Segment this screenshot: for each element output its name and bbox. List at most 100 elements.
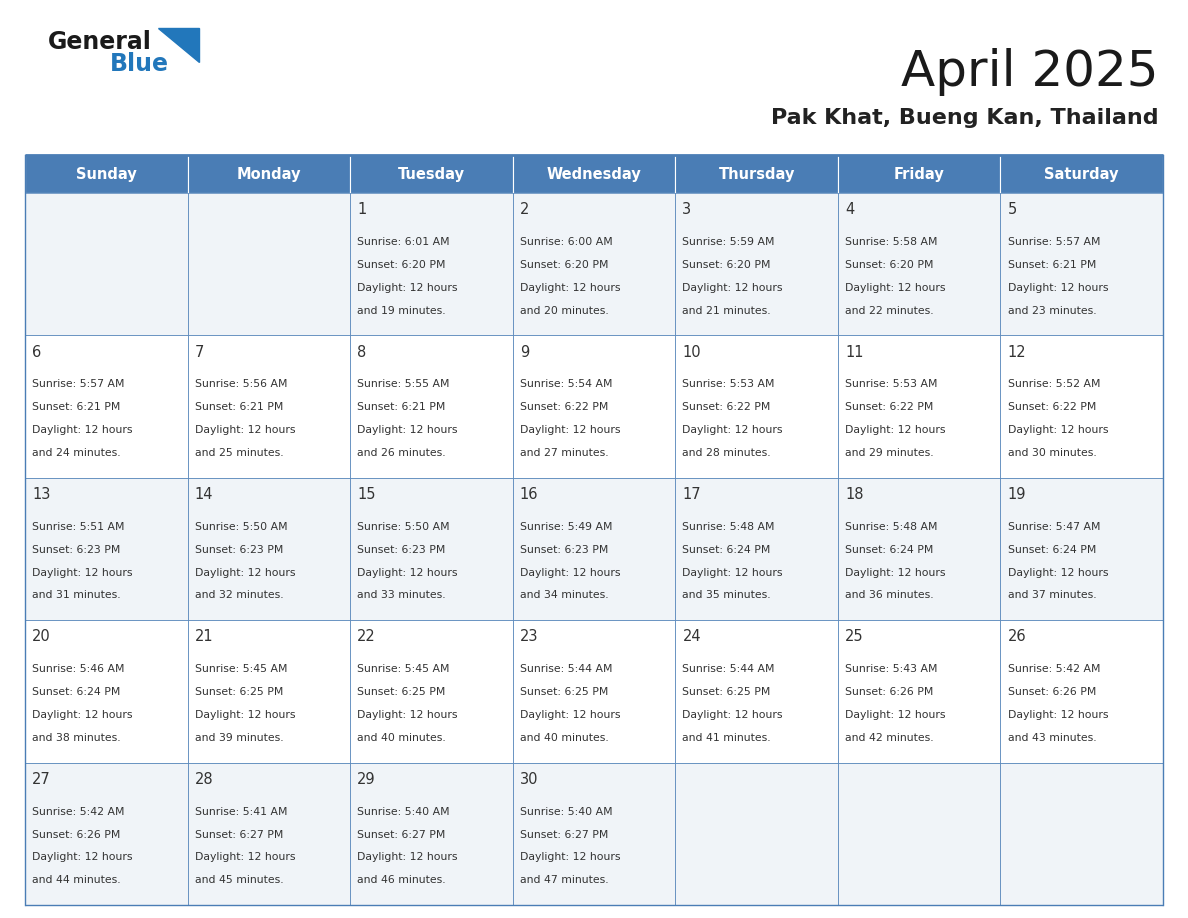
Text: Sunrise: 5:43 AM: Sunrise: 5:43 AM [845, 665, 937, 674]
Text: and 46 minutes.: and 46 minutes. [358, 875, 446, 885]
Text: Sunrise: 5:41 AM: Sunrise: 5:41 AM [195, 807, 287, 817]
Text: 25: 25 [845, 630, 864, 644]
Text: Daylight: 12 hours: Daylight: 12 hours [1007, 425, 1108, 435]
Text: and 30 minutes.: and 30 minutes. [1007, 448, 1097, 458]
Text: 2: 2 [520, 202, 529, 218]
Text: Sunset: 6:22 PM: Sunset: 6:22 PM [1007, 402, 1097, 412]
Text: and 39 minutes.: and 39 minutes. [195, 733, 283, 743]
Text: Sunset: 6:27 PM: Sunset: 6:27 PM [520, 830, 608, 840]
Text: Daylight: 12 hours: Daylight: 12 hours [682, 567, 783, 577]
Text: 8: 8 [358, 344, 367, 360]
Text: 9: 9 [520, 344, 529, 360]
Text: Sunset: 6:25 PM: Sunset: 6:25 PM [358, 688, 446, 697]
Text: Daylight: 12 hours: Daylight: 12 hours [682, 283, 783, 293]
Text: Sunrise: 5:54 AM: Sunrise: 5:54 AM [520, 379, 612, 389]
Text: and 38 minutes.: and 38 minutes. [32, 733, 121, 743]
Text: Daylight: 12 hours: Daylight: 12 hours [1007, 710, 1108, 720]
Text: Sunrise: 5:42 AM: Sunrise: 5:42 AM [32, 807, 125, 817]
Text: Sunrise: 5:45 AM: Sunrise: 5:45 AM [195, 665, 287, 674]
Text: and 24 minutes.: and 24 minutes. [32, 448, 121, 458]
Text: Sunrise: 5:55 AM: Sunrise: 5:55 AM [358, 379, 450, 389]
Text: and 23 minutes.: and 23 minutes. [1007, 306, 1097, 316]
Text: Daylight: 12 hours: Daylight: 12 hours [358, 710, 457, 720]
Text: Sunset: 6:26 PM: Sunset: 6:26 PM [845, 688, 934, 697]
Text: and 25 minutes.: and 25 minutes. [195, 448, 283, 458]
Text: Sunset: 6:24 PM: Sunset: 6:24 PM [682, 544, 771, 554]
Text: 11: 11 [845, 344, 864, 360]
Text: Sunrise: 5:48 AM: Sunrise: 5:48 AM [845, 521, 937, 532]
Text: and 22 minutes.: and 22 minutes. [845, 306, 934, 316]
Text: Daylight: 12 hours: Daylight: 12 hours [358, 283, 457, 293]
Text: April 2025: April 2025 [901, 48, 1158, 96]
Text: and 41 minutes.: and 41 minutes. [682, 733, 771, 743]
Text: and 20 minutes.: and 20 minutes. [520, 306, 608, 316]
Text: Sunrise: 5:57 AM: Sunrise: 5:57 AM [1007, 237, 1100, 247]
Text: and 26 minutes.: and 26 minutes. [358, 448, 446, 458]
Text: and 43 minutes.: and 43 minutes. [1007, 733, 1097, 743]
Text: and 35 minutes.: and 35 minutes. [682, 590, 771, 600]
Text: Sunset: 6:22 PM: Sunset: 6:22 PM [520, 402, 608, 412]
Text: Sunrise: 5:57 AM: Sunrise: 5:57 AM [32, 379, 125, 389]
Text: and 40 minutes.: and 40 minutes. [358, 733, 446, 743]
Text: and 42 minutes.: and 42 minutes. [845, 733, 934, 743]
Text: Blue: Blue [110, 51, 169, 76]
Text: Saturday: Saturday [1044, 166, 1119, 182]
Text: Sunset: 6:25 PM: Sunset: 6:25 PM [682, 688, 771, 697]
Text: Sunset: 6:23 PM: Sunset: 6:23 PM [195, 544, 283, 554]
Text: Sunrise: 5:52 AM: Sunrise: 5:52 AM [1007, 379, 1100, 389]
Text: Daylight: 12 hours: Daylight: 12 hours [845, 283, 946, 293]
Text: Daylight: 12 hours: Daylight: 12 hours [520, 853, 620, 862]
Text: Tuesday: Tuesday [398, 166, 465, 182]
Text: Sunset: 6:21 PM: Sunset: 6:21 PM [1007, 260, 1097, 270]
Text: Daylight: 12 hours: Daylight: 12 hours [195, 425, 295, 435]
Text: Sunrise: 5:44 AM: Sunrise: 5:44 AM [682, 665, 775, 674]
Text: Daylight: 12 hours: Daylight: 12 hours [32, 425, 133, 435]
Text: Sunrise: 5:56 AM: Sunrise: 5:56 AM [195, 379, 287, 389]
Text: Daylight: 12 hours: Daylight: 12 hours [845, 425, 946, 435]
Text: and 21 minutes.: and 21 minutes. [682, 306, 771, 316]
Text: Sunset: 6:27 PM: Sunset: 6:27 PM [358, 830, 446, 840]
Text: Sunrise: 5:50 AM: Sunrise: 5:50 AM [195, 521, 287, 532]
Text: Daylight: 12 hours: Daylight: 12 hours [195, 853, 295, 862]
Text: Sunset: 6:21 PM: Sunset: 6:21 PM [32, 402, 120, 412]
Text: 1: 1 [358, 202, 367, 218]
Text: 3: 3 [682, 202, 691, 218]
Text: and 33 minutes.: and 33 minutes. [358, 590, 446, 600]
Text: 23: 23 [520, 630, 538, 644]
Text: Sunset: 6:20 PM: Sunset: 6:20 PM [845, 260, 934, 270]
Text: and 44 minutes.: and 44 minutes. [32, 875, 121, 885]
Text: Sunset: 6:26 PM: Sunset: 6:26 PM [32, 830, 120, 840]
Text: Sunday: Sunday [76, 166, 137, 182]
Text: Sunrise: 5:53 AM: Sunrise: 5:53 AM [845, 379, 937, 389]
Text: 18: 18 [845, 487, 864, 502]
Polygon shape [158, 28, 200, 62]
Text: Sunset: 6:20 PM: Sunset: 6:20 PM [682, 260, 771, 270]
Text: Sunset: 6:27 PM: Sunset: 6:27 PM [195, 830, 283, 840]
Text: 17: 17 [682, 487, 701, 502]
Text: Sunrise: 5:59 AM: Sunrise: 5:59 AM [682, 237, 775, 247]
Text: 19: 19 [1007, 487, 1026, 502]
Text: 26: 26 [1007, 630, 1026, 644]
Text: and 40 minutes.: and 40 minutes. [520, 733, 608, 743]
Text: Sunrise: 5:53 AM: Sunrise: 5:53 AM [682, 379, 775, 389]
Text: Sunset: 6:24 PM: Sunset: 6:24 PM [1007, 544, 1097, 554]
Text: Daylight: 12 hours: Daylight: 12 hours [520, 710, 620, 720]
Text: Sunset: 6:23 PM: Sunset: 6:23 PM [520, 544, 608, 554]
Text: Sunrise: 5:49 AM: Sunrise: 5:49 AM [520, 521, 612, 532]
Text: Wednesday: Wednesday [546, 166, 642, 182]
Text: Sunrise: 5:44 AM: Sunrise: 5:44 AM [520, 665, 612, 674]
Text: Sunset: 6:24 PM: Sunset: 6:24 PM [32, 688, 120, 697]
Text: and 28 minutes.: and 28 minutes. [682, 448, 771, 458]
Text: Sunset: 6:25 PM: Sunset: 6:25 PM [195, 688, 283, 697]
Text: and 36 minutes.: and 36 minutes. [845, 590, 934, 600]
Text: 24: 24 [682, 630, 701, 644]
Text: 12: 12 [1007, 344, 1026, 360]
Text: Sunrise: 5:48 AM: Sunrise: 5:48 AM [682, 521, 775, 532]
Text: Sunset: 6:21 PM: Sunset: 6:21 PM [358, 402, 446, 412]
Text: 4: 4 [845, 202, 854, 218]
Text: and 32 minutes.: and 32 minutes. [195, 590, 283, 600]
Text: Sunset: 6:24 PM: Sunset: 6:24 PM [845, 544, 934, 554]
Text: Sunset: 6:26 PM: Sunset: 6:26 PM [1007, 688, 1097, 697]
Text: Sunset: 6:23 PM: Sunset: 6:23 PM [32, 544, 120, 554]
Text: Daylight: 12 hours: Daylight: 12 hours [358, 425, 457, 435]
